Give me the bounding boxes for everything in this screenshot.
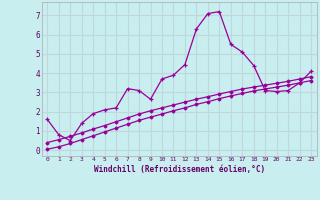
- X-axis label: Windchill (Refroidissement éolien,°C): Windchill (Refroidissement éolien,°C): [94, 165, 265, 174]
